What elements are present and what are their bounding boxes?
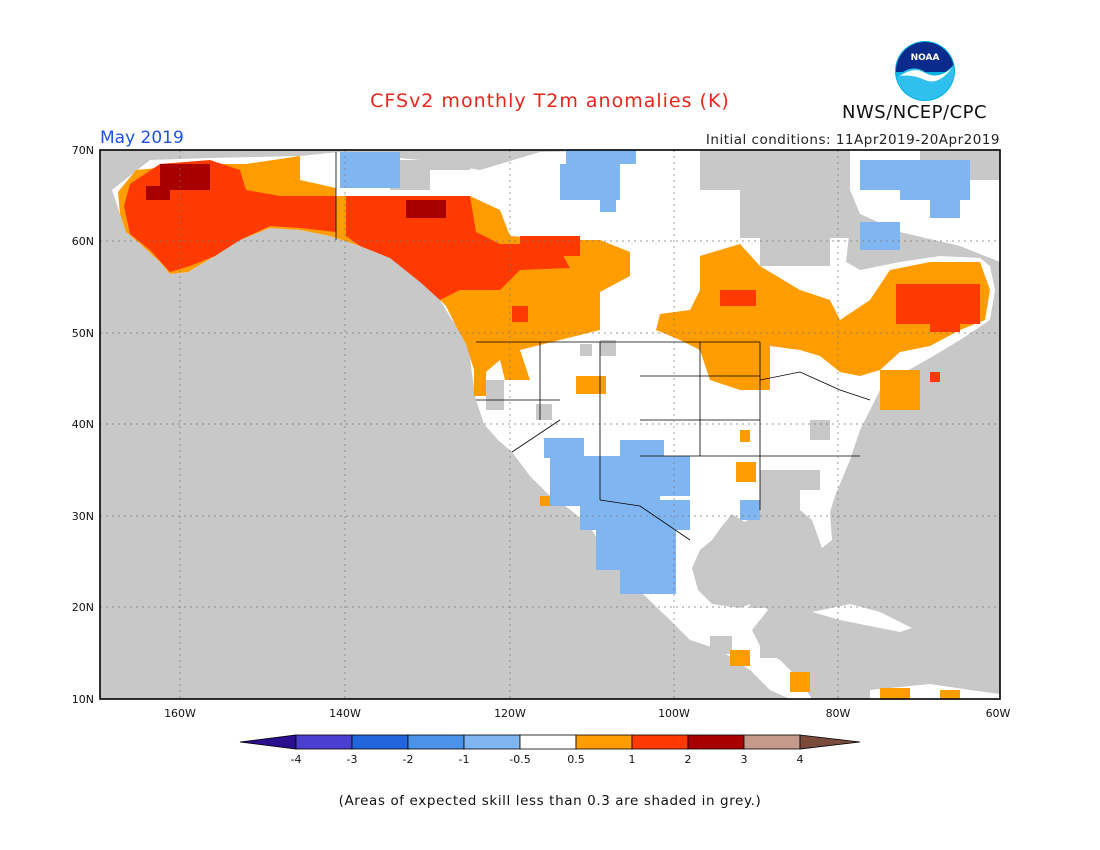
colorbar-swatch bbox=[463, 734, 521, 750]
colorbar-label: -0.5 bbox=[509, 753, 530, 766]
lat-label: 20N bbox=[72, 601, 94, 614]
colorbar-swatch bbox=[295, 734, 353, 750]
colorbar-swatch bbox=[519, 734, 577, 750]
lat-label: 50N bbox=[72, 327, 94, 340]
colorbar-label: -4 bbox=[291, 753, 302, 766]
colorbar-swatch bbox=[631, 734, 689, 750]
noaa-logo: NOAA bbox=[895, 41, 955, 101]
negative-anomalies bbox=[340, 150, 970, 594]
svg-text:NOAA: NOAA bbox=[911, 53, 940, 63]
lat-label: 10N bbox=[72, 693, 94, 706]
lat-label: 40N bbox=[72, 418, 94, 431]
colorbar bbox=[239, 734, 861, 750]
lon-label: 140W bbox=[329, 707, 361, 720]
colorbar-swatch bbox=[351, 734, 409, 750]
colorbar-arrow-high bbox=[799, 734, 861, 750]
colorbar-arrow-low bbox=[239, 734, 297, 750]
latitude-labels: 70N 60N 50N 40N 30N 20N 10N bbox=[72, 144, 94, 706]
skill-note: (Areas of expected skill less than 0.3 a… bbox=[338, 793, 762, 809]
colorbar-label: 2 bbox=[685, 753, 692, 766]
longitude-labels: 160W 140W 120W 100W 80W 60W bbox=[164, 707, 1010, 720]
colorbar-label: 1 bbox=[629, 753, 636, 766]
lon-label: 80W bbox=[826, 707, 851, 720]
lon-label: 100W bbox=[658, 707, 690, 720]
map-title: CFSv2 monthly T2m anomalies (K) bbox=[370, 90, 730, 112]
lon-label: 60W bbox=[986, 707, 1011, 720]
lon-label: 160W bbox=[164, 707, 196, 720]
agency-name: NWS/NCEP/CPC bbox=[842, 102, 988, 123]
positive-anomalies-high bbox=[146, 164, 446, 218]
lat-label: 60N bbox=[72, 235, 94, 248]
colorbar-label: -2 bbox=[403, 753, 414, 766]
lat-label: 30N bbox=[72, 510, 94, 523]
colorbar-label: -1 bbox=[459, 753, 470, 766]
colorbar-label: 0.5 bbox=[567, 753, 585, 766]
political-boundaries bbox=[335, 152, 871, 541]
map-frame bbox=[99, 149, 1001, 700]
lon-label: 120W bbox=[494, 707, 526, 720]
colorbar-label: 4 bbox=[797, 753, 804, 766]
colorbar-swatch bbox=[575, 734, 633, 750]
colorbar-labels: -4 -3 -2 -1 -0.5 0.5 1 2 3 4 bbox=[291, 753, 804, 766]
forecast-month: May 2019 bbox=[100, 128, 184, 148]
colorbar-label: 3 bbox=[741, 753, 748, 766]
lat-label: 70N bbox=[72, 144, 94, 157]
colorbar-swatch bbox=[743, 734, 801, 750]
colorbar-swatch bbox=[407, 734, 465, 750]
graticule bbox=[100, 150, 1000, 699]
initial-conditions: Initial conditions: 11Apr2019-20Apr2019 bbox=[705, 132, 1000, 148]
colorbar-label: -3 bbox=[347, 753, 358, 766]
colorbar-swatch bbox=[687, 734, 745, 750]
